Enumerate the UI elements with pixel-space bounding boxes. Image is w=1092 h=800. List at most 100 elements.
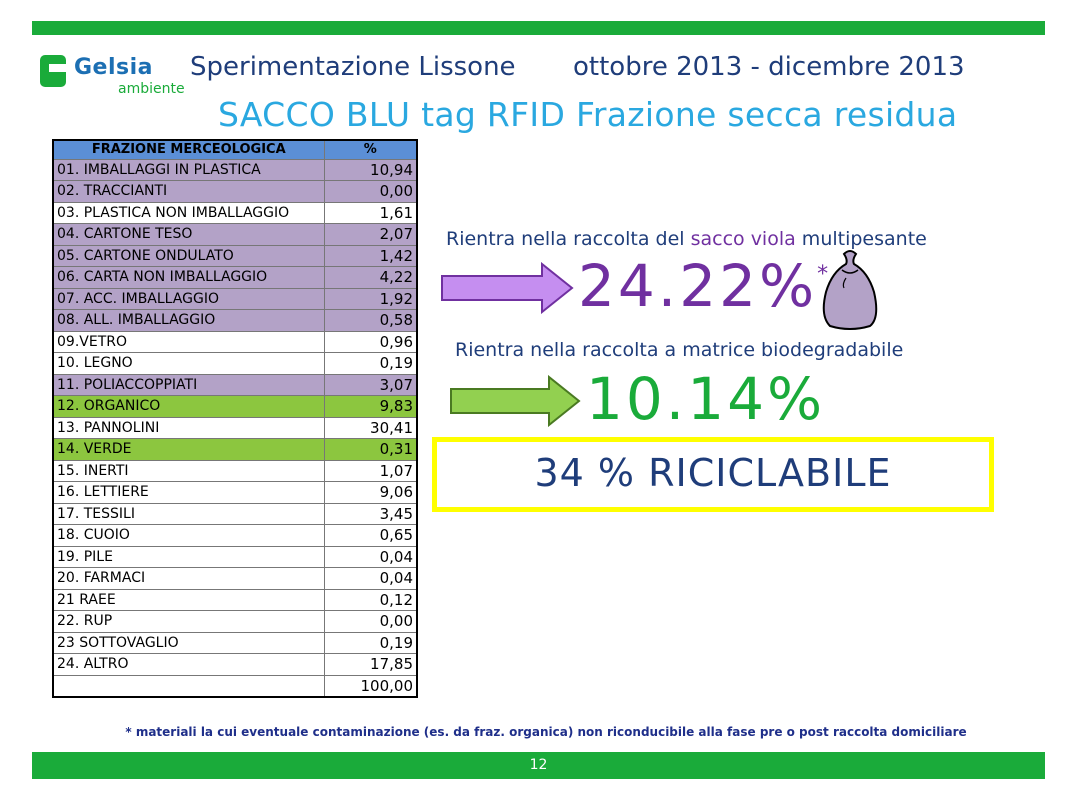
footnote: * materiali la cui eventuale contaminazi… [125,725,967,739]
fraction-value: 9,06 [323,481,418,504]
fraction-name: 14. VERDE [52,438,325,461]
logo-sub: ambiente [118,81,185,97]
fraction-name: 17. TESSILI [52,502,325,525]
title-left: Sperimentazione Lissone [190,52,516,82]
table-row: 03. PLASTICA NON IMBALLAGGIO 1,61 [52,201,418,224]
purple-bag-icon [822,250,878,330]
green-arrow-icon [450,375,581,427]
callout-line-1: Rientra nella raccolta del sacco viola m… [446,228,927,250]
fraction-name: 24. ALTRO [52,653,325,676]
asterisk-mark: * [817,262,829,287]
fraction-name: 07. ACC. IMBALLAGGIO [52,287,325,310]
fraction-value: 1,61 [323,201,418,224]
table-row: 12. ORGANICO 9,83 [52,395,418,418]
fraction-value: 0,00 [323,180,418,203]
table-row: 18. CUOIO 0,65 [52,524,418,547]
table-row: 15. INERTI 1,07 [52,459,418,482]
bottom-bar: 12 [32,752,1045,779]
title-right: ottobre 2013 - dicembre 2013 [573,52,965,82]
fraction-value: 0,04 [323,567,418,590]
page-number: 12 [529,757,548,773]
table-row: 09.VETRO 0,96 [52,330,418,353]
fraction-name: 19. PILE [52,545,325,568]
fraction-value: 0,65 [323,524,418,547]
table-row: 02. TRACCIANTI 0,00 [52,180,418,203]
table-row: 11. POLIACCOPPIATI 3,07 [52,373,418,396]
table-row: 17. TESSILI 3,45 [52,502,418,525]
purple-arrow-icon [441,262,574,314]
fraction-value: 0,19 [323,631,418,654]
fraction-name: 01. IMBALLAGGI IN PLASTICA [52,158,325,181]
fraction-name: 21 RAEE [52,588,325,611]
fraction-value: 3,45 [323,502,418,525]
recyclable-box: 34 % RICICLABILE [432,437,994,512]
fraction-name: 03. PLASTICA NON IMBALLAGGIO [52,201,325,224]
table-row: 19. PILE 0,04 [52,545,418,568]
fraction-value: 1,92 [323,287,418,310]
fraction-value: 100,00 [323,674,418,697]
table-row: 16. LETTIERE 9,06 [52,481,418,504]
fraction-name: 11. POLIACCOPPIATI [52,373,325,396]
fraction-name [52,674,325,697]
fraction-name: 06. CARTA NON IMBALLAGGIO [52,266,325,289]
fraction-name: 08. ALL. IMBALLAGGIO [52,309,325,332]
fraction-name: 05. CARTONE ONDULATO [52,244,325,267]
big-percent-violet-value: 24.22% [578,252,818,320]
fraction-name: 04. CARTONE TESO [52,223,325,246]
table-row: 10. LEGNO 0,19 [52,352,418,375]
fraction-value: 0,58 [323,309,418,332]
col-pct-header: % [323,139,418,160]
table-row: 13. PANNOLINI 30,41 [52,416,418,439]
fraction-value: 30,41 [323,416,418,439]
gelsia-g-icon [40,55,66,87]
fraction-name: 02. TRACCIANTI [52,180,325,203]
table-row: 06. CARTA NON IMBALLAGGIO 4,22 [52,266,418,289]
fraction-value: 1,07 [323,459,418,482]
fraction-value: 0,12 [323,588,418,611]
table-row: 20. FARMACI 0,04 [52,567,418,590]
table-row: 14. VERDE 0,31 [52,438,418,461]
table-row: 21 RAEE 0,12 [52,588,418,611]
big-percent-green: 10.14% [586,365,826,433]
table-row: 07. ACC. IMBALLAGGIO 1,92 [52,287,418,310]
fraction-value: 17,85 [323,653,418,676]
table-header: FRAZIONE MERCEOLOGICA % [52,139,418,160]
fraction-value: 10,94 [323,158,418,181]
gelsia-logo: Gelsia ambiente [40,53,185,103]
fraction-value: 1,42 [323,244,418,267]
fraction-name: 15. INERTI [52,459,325,482]
fraction-value: 9,83 [323,395,418,418]
table-row: 24. ALTRO 17,85 [52,653,418,676]
fraction-table: FRAZIONE MERCEOLOGICA % 01. IMBALLAGGI I… [52,139,418,698]
fraction-name: 13. PANNOLINI [52,416,325,439]
table-row: 22. RUP 0,00 [52,610,418,633]
callout-line-1-highlight: sacco viola [690,228,796,250]
recyclable-label: 34 % RICICLABILE [534,451,892,495]
table-row: 01. IMBALLAGGI IN PLASTICA 10,94 [52,158,418,181]
fraction-value: 0,04 [323,545,418,568]
fraction-name: 22. RUP [52,610,325,633]
fraction-name: 18. CUOIO [52,524,325,547]
callout-line-2: Rientra nella raccolta a matrice biodegr… [455,339,904,361]
table-row: 05. CARTONE ONDULATO 1,42 [52,244,418,267]
callout-line-1-post: multipesante [795,228,927,250]
table-row: 04. CARTONE TESO 2,07 [52,223,418,246]
fraction-name: 10. LEGNO [52,352,325,375]
fraction-value: 3,07 [323,373,418,396]
col-name-header: FRAZIONE MERCEOLOGICA [52,139,325,160]
fraction-name: 09.VETRO [52,330,325,353]
top-bar [32,21,1045,35]
callout-line-1-pre: Rientra nella raccolta del [446,228,691,250]
fraction-value: 0,00 [323,610,418,633]
fraction-name: 12. ORGANICO [52,395,325,418]
big-percent-violet: 24.22%* [578,252,828,320]
table-row: 23 SOTTOVAGLIO 0,19 [52,631,418,654]
fraction-value: 0,96 [323,330,418,353]
fraction-value: 0,31 [323,438,418,461]
fraction-name: 16. LETTIERE [52,481,325,504]
fraction-name: 20. FARMACI [52,567,325,590]
table-row: 100,00 [52,674,418,697]
fraction-value: 2,07 [323,223,418,246]
table-row: 08. ALL. IMBALLAGGIO 0,58 [52,309,418,332]
fraction-name: 23 SOTTOVAGLIO [52,631,325,654]
